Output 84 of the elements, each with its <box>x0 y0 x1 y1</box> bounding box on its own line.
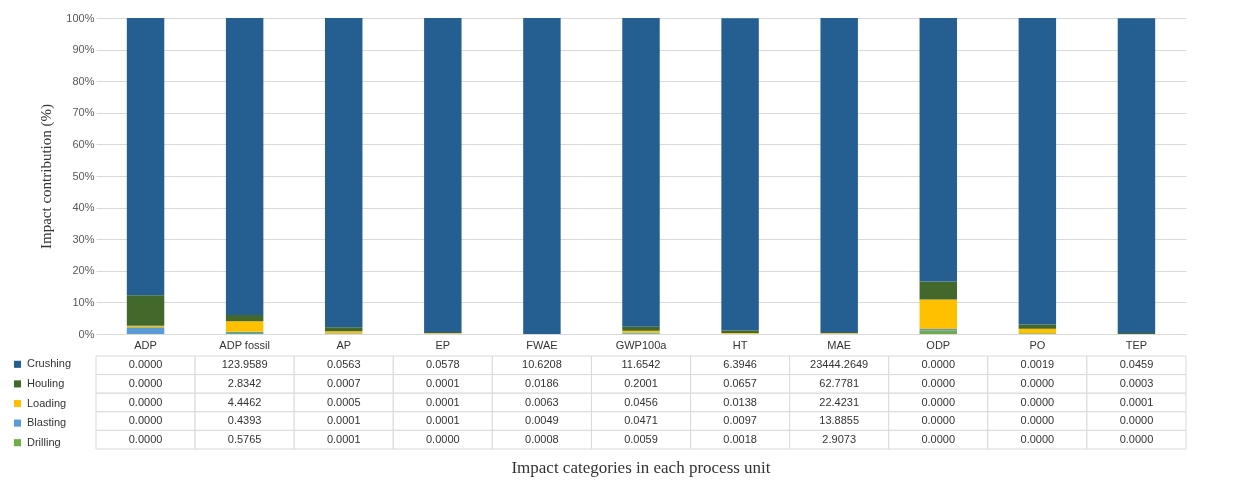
y-tick-label: 90% <box>72 43 95 56</box>
y-tick-label: 30% <box>72 232 95 245</box>
x-tick-label: TEP <box>1125 338 1148 351</box>
data-label: 0.0001 <box>425 414 460 427</box>
data-label: 0.0000 <box>128 395 163 408</box>
data-label: 0.0000 <box>128 414 163 427</box>
y-tick-label: 10% <box>72 295 95 308</box>
data-label: 0.0097 <box>723 414 757 427</box>
x-tick-label: HT <box>732 338 748 351</box>
y-axis-title: Impact contribution (%) <box>38 104 56 249</box>
data-label: 0.0063 <box>525 395 559 408</box>
x-tick-label: FWAE <box>526 338 558 351</box>
x-tick-label: AP <box>336 338 352 351</box>
data-label: 0.0000 <box>1020 376 1055 389</box>
x-tick-label: PO <box>1029 338 1046 351</box>
legend-label: Crushing <box>27 357 72 370</box>
data-label: 0.0459 <box>1119 358 1154 371</box>
y-tick-label: 80% <box>72 74 95 87</box>
legend-label: Loading <box>27 396 67 409</box>
data-label: 0.0001 <box>425 395 460 408</box>
data-label: 0.0000 <box>425 432 460 445</box>
y-tick-label: 60% <box>72 137 95 150</box>
data-label: 4.4462 <box>227 395 262 408</box>
data-label: 0.0000 <box>128 358 163 371</box>
data-label: 0.0003 <box>1119 376 1154 389</box>
data-label: 0.0456 <box>624 395 658 408</box>
data-label: 0.0008 <box>525 432 559 445</box>
data-label: 23444.2649 <box>810 358 869 371</box>
data-label: 2.8342 <box>227 376 262 389</box>
data-label: 0.0000 <box>1020 414 1055 427</box>
data-label: 0.0000 <box>1119 432 1154 445</box>
data-label: 0.0049 <box>525 414 559 427</box>
y-tick-label: 50% <box>72 169 95 182</box>
x-tick-label: ADP fossil <box>219 338 270 351</box>
data-label: 0.0563 <box>326 358 361 371</box>
legend-label: Drilling <box>27 435 61 448</box>
x-axis-title: Impact categories in each process unit <box>511 457 771 477</box>
y-tick-label: 0% <box>78 327 95 340</box>
data-label: 0.0000 <box>921 432 956 445</box>
data-label: 0.0186 <box>525 376 559 389</box>
y-tick-label: 20% <box>72 264 95 277</box>
data-label: 0.0001 <box>1119 395 1154 408</box>
data-label: 0.0000 <box>128 432 163 445</box>
data-label: 0.4393 <box>227 414 262 427</box>
data-label: 0.0657 <box>723 376 757 389</box>
data-label: 62.7781 <box>819 376 860 389</box>
data-label: 0.0000 <box>1119 414 1154 427</box>
data-label: 22.4231 <box>819 395 860 408</box>
data-label: 0.0001 <box>425 376 460 389</box>
data-label: 123.9589 <box>221 358 268 371</box>
data-label: 0.0000 <box>1020 395 1055 408</box>
data-label: 0.0019 <box>1020 358 1055 371</box>
data-label: 0.0001 <box>326 414 361 427</box>
data-label: 11.6542 <box>621 358 661 371</box>
data-label: 0.0578 <box>425 358 460 371</box>
data-label: 0.0007 <box>326 376 361 389</box>
legend-label: Houling <box>27 376 65 389</box>
data-label: 0.0059 <box>624 432 658 445</box>
x-tick-label: MAE <box>827 338 852 351</box>
y-tick-label: 100% <box>66 11 95 24</box>
data-label: 6.3946 <box>723 358 757 371</box>
data-label: 2.9073 <box>822 432 857 445</box>
data-label: 0.0000 <box>921 376 956 389</box>
data-label: 0.0471 <box>624 414 658 427</box>
y-tick-label: 40% <box>72 201 95 214</box>
x-tick-label: EP <box>435 338 451 351</box>
data-label: 0.0000 <box>921 414 956 427</box>
data-label: 0.0000 <box>921 358 956 371</box>
x-tick-label: ADP <box>134 338 157 351</box>
data-label: 10.6208 <box>522 358 562 371</box>
data-label: 0.5765 <box>227 432 262 445</box>
data-label: 0.0005 <box>326 395 361 408</box>
data-label: 0.0000 <box>128 376 163 389</box>
y-tick-label: 70% <box>72 106 95 119</box>
x-tick-label: ODP <box>926 338 951 351</box>
data-label: 0.0138 <box>723 395 757 408</box>
legend-label: Blasting <box>27 416 67 429</box>
data-label: 0.0018 <box>723 432 757 445</box>
data-label: 0.0001 <box>326 432 361 445</box>
x-tick-label: GWP100a <box>615 338 668 351</box>
data-label: 0.0000 <box>1020 432 1055 445</box>
data-label: 0.2001 <box>624 376 658 389</box>
data-label: 0.0000 <box>921 395 956 408</box>
data-label: 13.8855 <box>819 414 860 427</box>
